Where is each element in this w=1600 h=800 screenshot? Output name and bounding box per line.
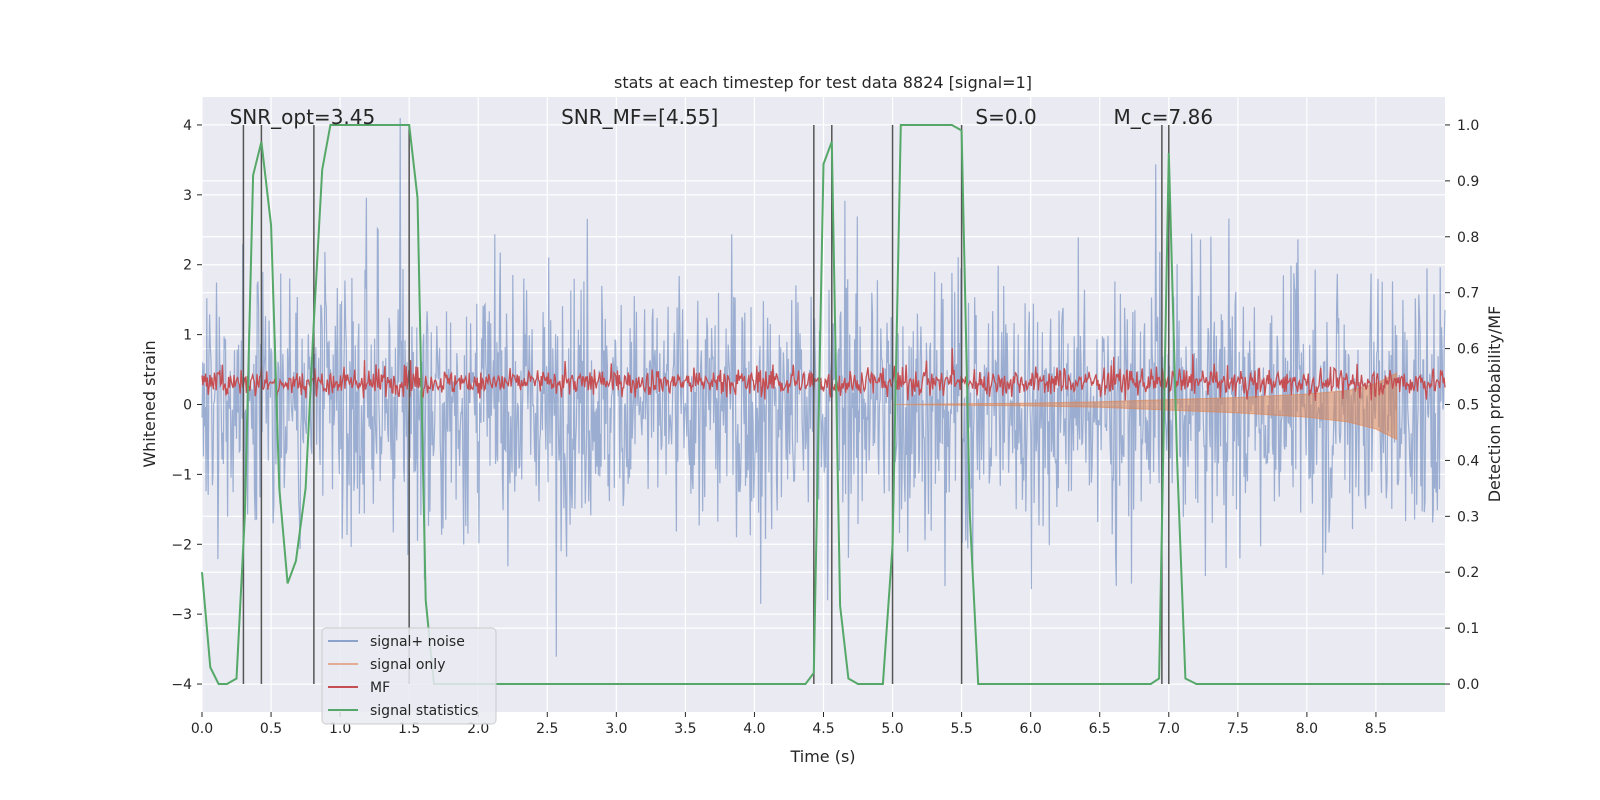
x-tick-label: 2.0 xyxy=(467,721,489,737)
legend-label-signal-only: signal only xyxy=(370,657,445,673)
y-axis-label: Whitened strain xyxy=(140,340,159,467)
x-tick-label: 8.5 xyxy=(1365,721,1387,737)
legend-label-signal-noise: signal+ noise xyxy=(370,634,465,650)
y-axis-ticks: 4 3 2 1 0 −1 −2 −3 −4 xyxy=(171,118,202,693)
y-right-tick-label: 0.1 xyxy=(1457,621,1479,637)
vertical-markers xyxy=(242,124,1170,685)
signal-statistics-line xyxy=(201,124,1445,685)
y-tick-label: −1 xyxy=(171,467,192,483)
x-tick-label: 1.5 xyxy=(398,721,420,737)
annotation-text: M_c=7.86 xyxy=(1114,105,1214,129)
annotation-text: SNR_MF=[4.55] xyxy=(561,105,718,129)
annotations: SNR_opt=3.45 SNR_MF=[4.55] S=0.0 M_c=7.86 xyxy=(230,105,1213,129)
signal-only-area xyxy=(892,372,1398,441)
y-right-axis-label: Detection probability/MF xyxy=(1485,306,1504,503)
annotation-text: SNR_opt=3.45 xyxy=(230,105,376,129)
chart-title: stats at each timestep for test data 882… xyxy=(614,73,1032,92)
y-right-tick-label: 0.7 xyxy=(1457,286,1479,302)
signal-statistics-series xyxy=(201,124,1445,685)
x-tick-label: 5.0 xyxy=(881,721,903,737)
y-right-tick-label: 0.6 xyxy=(1457,342,1479,358)
x-tick-label: 7.0 xyxy=(1158,721,1180,737)
x-tick-label: 6.0 xyxy=(1020,721,1042,737)
x-tick-label: 3.5 xyxy=(674,721,696,737)
x-tick-label: 0.0 xyxy=(191,721,213,737)
y-right-tick-label: 0.5 xyxy=(1457,398,1479,414)
x-tick-label: 7.5 xyxy=(1227,721,1249,737)
y-right-tick-label: 0.8 xyxy=(1457,230,1479,246)
y-tick-label: 1 xyxy=(183,328,192,344)
y-tick-label: 4 xyxy=(183,118,192,134)
y-tick-label: 3 xyxy=(183,188,192,204)
signal-only-series xyxy=(892,372,1398,441)
y-tick-label: −4 xyxy=(171,677,192,693)
y-tick-label: 2 xyxy=(183,258,192,274)
x-axis-label: Time (s) xyxy=(789,747,855,766)
y-right-tick-label: 0.4 xyxy=(1457,453,1479,469)
x-tick-label: 4.5 xyxy=(812,721,834,737)
x-tick-label: 1.0 xyxy=(329,721,351,737)
x-tick-label: 3.0 xyxy=(605,721,627,737)
y-right-tick-label: 0.2 xyxy=(1457,565,1479,581)
x-axis-ticks: 0.0 0.5 1.0 1.5 2.0 2.5 3.0 3.5 4.0 4.5 5.0 5.5 6.0 6… xyxy=(191,712,1387,737)
y-tick-label: −3 xyxy=(171,607,192,623)
legend-label-mf: MF xyxy=(370,680,390,696)
legend: signal+ noise signal only MF signal stat… xyxy=(321,627,497,725)
x-tick-label: 0.5 xyxy=(260,721,282,737)
x-tick-label: 2.5 xyxy=(536,721,558,737)
y-tick-label: 0 xyxy=(183,398,192,414)
y-right-axis-ticks: 1.0 0.9 0.8 0.7 0.6 0.5 0.4 0.3 0.2 0.1 0.0 xyxy=(1445,118,1479,693)
x-tick-label: 4.0 xyxy=(743,721,765,737)
x-tick-label: 6.5 xyxy=(1089,721,1111,737)
y-right-tick-label: 0.0 xyxy=(1457,677,1479,693)
y-right-tick-label: 0.9 xyxy=(1457,174,1479,190)
y-right-tick-label: 0.3 xyxy=(1457,509,1479,525)
y-right-tick-label: 1.0 xyxy=(1457,118,1479,134)
y-tick-label: −2 xyxy=(171,537,192,553)
legend-label-signal-statistics: signal statistics xyxy=(370,703,478,719)
legend-box xyxy=(321,627,497,725)
annotation-text: S=0.0 xyxy=(975,105,1036,129)
x-tick-label: 5.5 xyxy=(950,721,972,737)
x-tick-label: 8.0 xyxy=(1296,721,1318,737)
